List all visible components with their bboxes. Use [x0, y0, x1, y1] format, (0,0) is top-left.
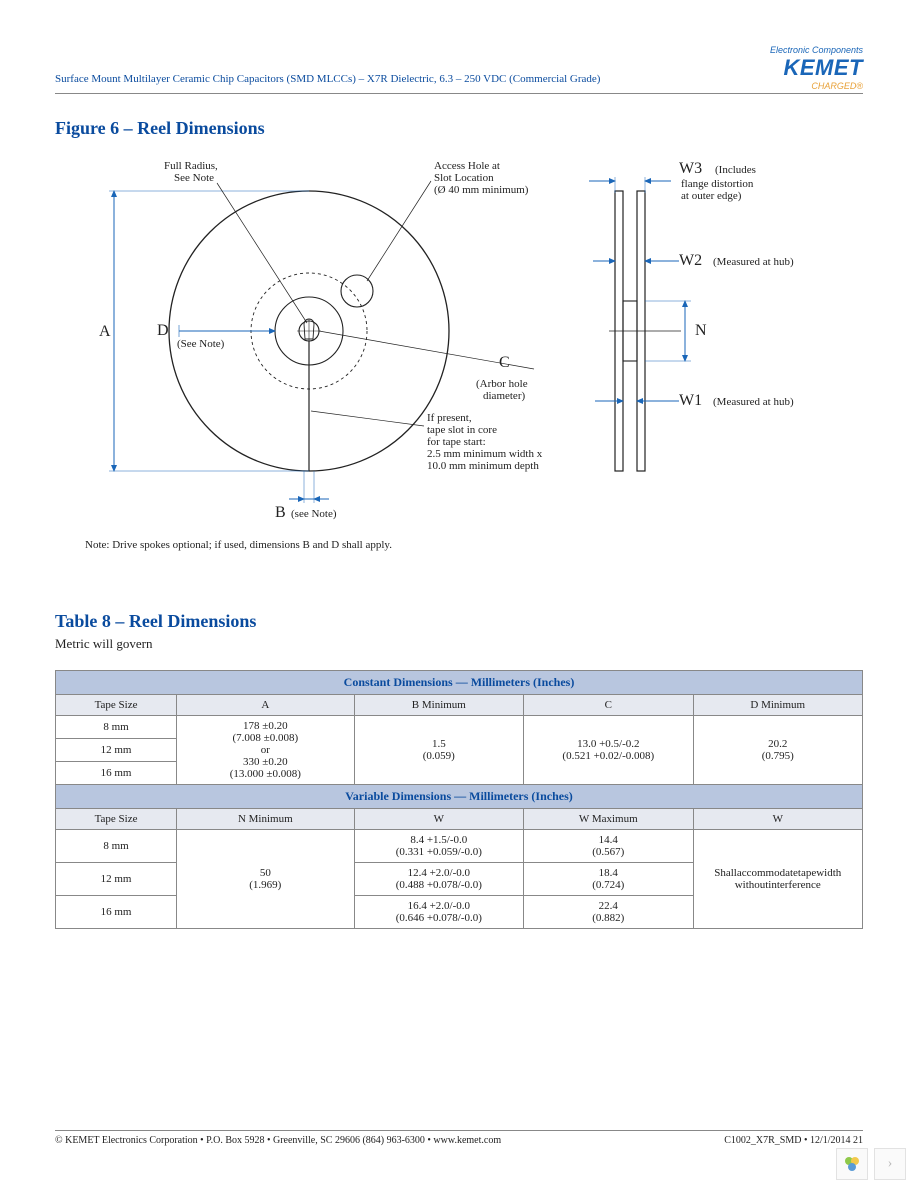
header-title: Surface Mount Multilayer Ceramic Chip Ca…: [55, 45, 600, 85]
footer-left: © KEMET Electronics Corporation • P.O. B…: [55, 1135, 501, 1146]
cell-Bmin: 1.5 (0.059): [354, 716, 523, 785]
cell-size-8: 8 mm: [56, 716, 177, 739]
label-W2: W2: [679, 252, 702, 269]
label-W3: W3: [679, 160, 702, 177]
cell-Wmax-16: 22.4 (0.882): [524, 896, 693, 929]
cell-Dmin: 20.2 (0.795): [693, 716, 862, 785]
col-Dmin: D Minimum: [693, 695, 862, 716]
logo-subtitle: Electronic Components: [770, 45, 863, 55]
label-see-note: See Note: [174, 172, 214, 184]
label-W3-2: flange distortion: [681, 178, 754, 190]
logo: Electronic Components KEMET CHARGED®: [770, 45, 863, 91]
figure-title: Figure 6 – Reel Dimensions: [55, 118, 863, 139]
metric-note: Metric will govern: [55, 636, 863, 652]
cell-Wnote: Shallaccommodatetapewidth withoutinterfe…: [693, 830, 862, 929]
next-page-button[interactable]: ›: [874, 1148, 906, 1180]
page-footer: © KEMET Electronics Corporation • P.O. B…: [55, 1130, 863, 1146]
label-full-radius: Full Radius,: [164, 160, 218, 172]
label-B: B: [275, 504, 286, 521]
col2-Wlast: W: [693, 809, 862, 830]
label-tape-3: for tape start:: [427, 436, 486, 448]
cell-W-12: 12.4 +2.0/-0.0 (0.488 +0.078/-0.0): [354, 863, 523, 896]
logo-tagline: CHARGED®: [770, 81, 863, 91]
label-N: N: [695, 322, 707, 339]
label-B-note: (see Note): [291, 508, 337, 520]
col-A: A: [177, 695, 355, 716]
label-D: D: [157, 322, 169, 339]
label-D-note: (See Note): [177, 338, 225, 350]
page-header: Surface Mount Multilayer Ceramic Chip Ca…: [55, 45, 863, 94]
label-access-3: (Ø 40 mm minimum): [434, 184, 529, 196]
footer-right: C1002_X7R_SMD • 12/1/2014 21: [724, 1135, 863, 1146]
label-tape-5: 10.0 mm minimum depth: [427, 460, 539, 472]
col2-W: W: [354, 809, 523, 830]
reel-front-view: A D (See Note) B (see Note) Full Radius,…: [99, 160, 543, 521]
label-W3-1: (Includes: [715, 164, 756, 176]
label-W2-note: (Measured at hub): [713, 256, 794, 268]
label-W3-3: at outer edge): [681, 190, 742, 202]
cell2-size-8: 8 mm: [56, 830, 177, 863]
section-variable: Variable Dimensions — Millimeters (Inche…: [56, 785, 863, 809]
label-W1: W1: [679, 392, 702, 409]
section-constant: Constant Dimensions — Millimeters (Inche…: [56, 671, 863, 695]
reel-side-view: W3 (Includes flange distortion at outer …: [589, 160, 794, 471]
cell-W-8: 8.4 +1.5/-0.0 (0.331 +0.059/-0.0): [354, 830, 523, 863]
figure-note: Note: Drive spokes optional; if used, di…: [85, 539, 863, 551]
label-tape-2: tape slot in core: [427, 424, 497, 436]
cell-size-16: 16 mm: [56, 762, 177, 785]
col-C: C: [524, 695, 693, 716]
cell-W-16: 16.4 +2.0/-0.0 (0.646 +0.078/-0.0): [354, 896, 523, 929]
logo-name: KEMET: [770, 55, 863, 81]
cell-A: 178 ±0.20 (7.008 ±0.008) or 330 ±0.20 (1…: [177, 716, 355, 785]
label-arbor-1: (Arbor hole: [476, 378, 528, 390]
label-A: A: [99, 323, 111, 340]
cell2-size-12: 12 mm: [56, 863, 177, 896]
col2-tape-size: Tape Size: [56, 809, 177, 830]
label-C: C: [499, 354, 510, 371]
col-Bmin: B Minimum: [354, 695, 523, 716]
cell-size-12: 12 mm: [56, 739, 177, 762]
chevron-right-icon: ›: [888, 1156, 893, 1172]
cell-Nmin: 50 (1.969): [177, 830, 355, 929]
label-access-1: Access Hole at: [434, 160, 500, 172]
page: Surface Mount Multilayer Ceramic Chip Ca…: [0, 0, 918, 1188]
cell-Wmax-8: 14.4 (0.567): [524, 830, 693, 863]
label-access-2: Slot Location: [434, 172, 494, 184]
label-tape-1: If present,: [427, 412, 472, 424]
cell-C: 13.0 +0.5/-0.2 (0.521 +0.02/-0.008): [524, 716, 693, 785]
reel-dimensions-table: Constant Dimensions — Millimeters (Inche…: [55, 670, 863, 929]
viewer-logo-icon[interactable]: [836, 1148, 868, 1180]
reel-diagram: A D (See Note) B (see Note) Full Radius,…: [79, 151, 839, 531]
viewer-nav: ›: [836, 1148, 906, 1180]
col2-Wmax: W Maximum: [524, 809, 693, 830]
cell2-size-16: 16 mm: [56, 896, 177, 929]
table-title: Table 8 – Reel Dimensions: [55, 611, 863, 632]
label-W1-note: (Measured at hub): [713, 396, 794, 408]
label-tape-4: 2.5 mm minimum width x: [427, 448, 543, 460]
cell-Wmax-12: 18.4 (0.724): [524, 863, 693, 896]
col2-Nmin: N Minimum: [177, 809, 355, 830]
col-tape-size: Tape Size: [56, 695, 177, 716]
label-arbor-2: diameter): [483, 390, 525, 402]
